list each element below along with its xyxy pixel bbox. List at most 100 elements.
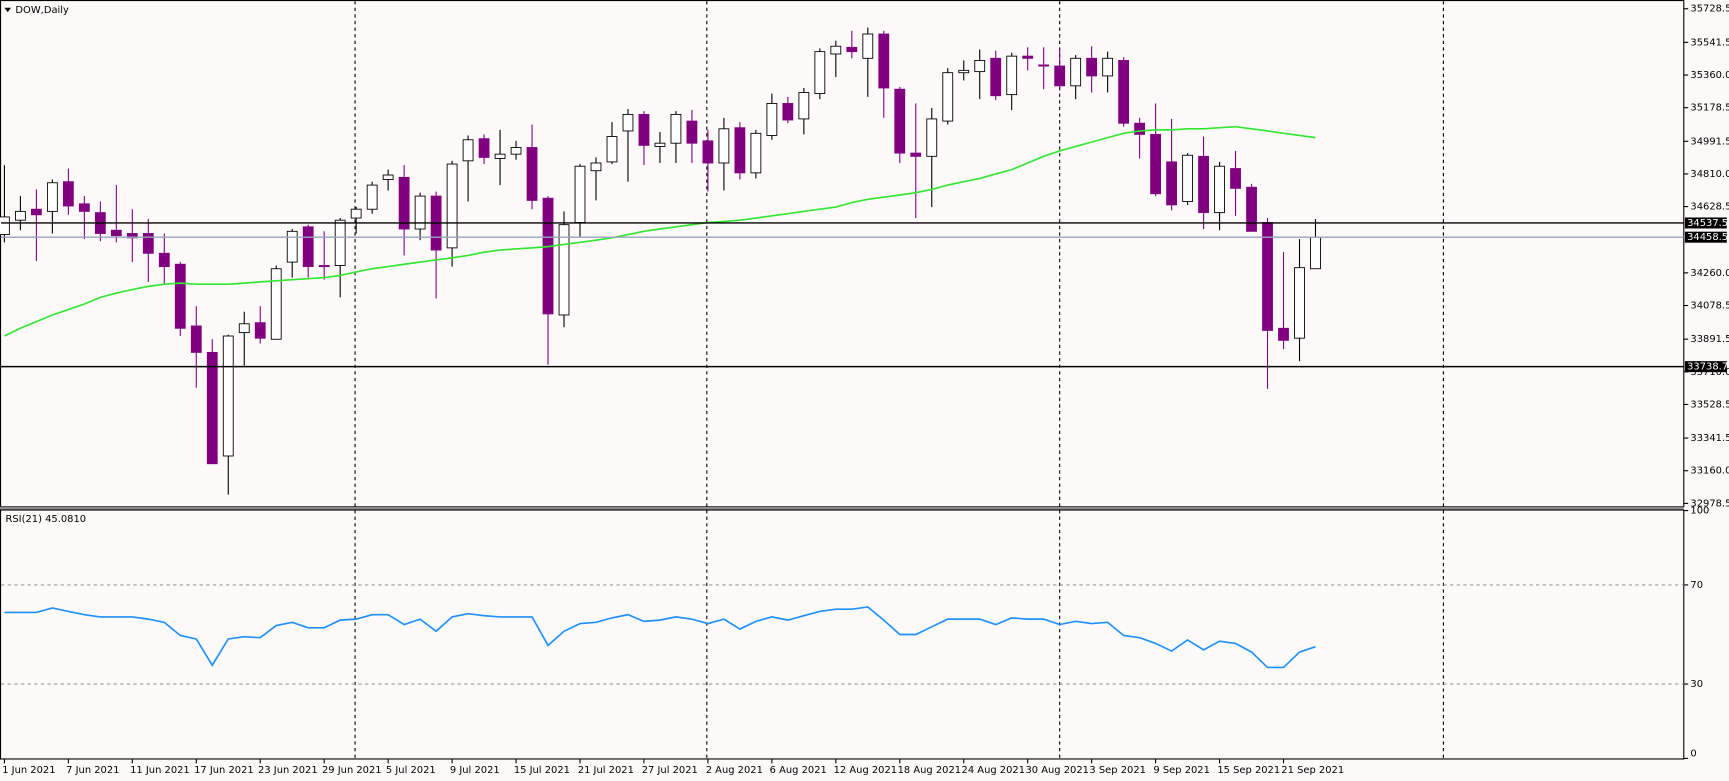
rsi-pane — [0, 509, 1685, 760]
menu-triangle[interactable] — [4, 7, 12, 13]
price-tag-label: 34458.5 — [1687, 232, 1728, 243]
candle-body — [718, 128, 730, 164]
candle-body — [174, 263, 186, 329]
price-tag-label: 34537.5 — [1687, 218, 1728, 229]
candle-body — [158, 252, 170, 268]
x-tick-label: 23 Jun 2021 — [258, 765, 318, 776]
candle-body — [1214, 165, 1225, 214]
candle-body — [1246, 186, 1257, 232]
x-tick-label: 7 Jun 2021 — [66, 765, 119, 776]
candle-body — [638, 113, 650, 146]
x-tick-label: 29 Jun 2021 — [322, 765, 382, 776]
candle-body — [526, 147, 538, 201]
candle-body — [542, 197, 554, 315]
candle-body — [46, 182, 58, 212]
candle-body — [590, 162, 602, 172]
candle-body — [1182, 154, 1193, 202]
candle-body — [446, 163, 458, 249]
y-tick-label: 34078.5 — [1690, 301, 1729, 312]
candle-body — [1310, 236, 1321, 270]
y-tick-label: 34810.0 — [1690, 169, 1729, 180]
candle-body — [366, 184, 378, 210]
candle-body — [1086, 57, 1098, 77]
x-tick-label: 27 Jul 2021 — [642, 765, 698, 776]
candle-body — [494, 153, 506, 159]
y-tick-label: 33528.5 — [1690, 399, 1729, 410]
candle-body — [958, 69, 970, 74]
moving-average — [4, 125, 1316, 337]
x-tick-label: 15 Sep 2021 — [1217, 765, 1280, 776]
x-tick-label: 21 Sep 2021 — [1281, 765, 1344, 776]
y-tick-label: 33710.0 — [1690, 367, 1729, 378]
candle-body — [1070, 57, 1082, 87]
candle-body — [798, 92, 810, 120]
candle-body — [750, 132, 762, 174]
candle-body — [398, 176, 410, 230]
candle-body — [878, 33, 890, 89]
candle-body — [318, 265, 330, 268]
candle-body — [1054, 65, 1066, 87]
candle-body — [1118, 60, 1130, 124]
candle-body — [734, 127, 746, 174]
candle-body — [670, 113, 682, 144]
x-tick-label: 12 Aug 2021 — [834, 765, 898, 776]
x-tick-label: 2 Aug 2021 — [706, 765, 763, 776]
candle-body — [1166, 161, 1177, 206]
candle-body — [78, 203, 90, 212]
candle-body — [206, 351, 218, 465]
candle-body — [110, 229, 122, 237]
x-tick-label: 11 Jun 2021 — [130, 765, 190, 776]
candle-body — [702, 140, 714, 164]
candle-body — [14, 210, 26, 221]
y-tick-label: 35728.5 — [1690, 4, 1729, 15]
candle-body — [62, 181, 74, 207]
candle-body — [254, 322, 266, 339]
candle-body — [622, 113, 634, 132]
candle-body — [1262, 222, 1273, 331]
x-tick-label: 5 Jul 2021 — [386, 765, 436, 776]
candle-body — [270, 268, 282, 340]
candle-body — [510, 147, 522, 155]
y-tick-label: 33341.5 — [1690, 433, 1729, 444]
x-tick-label: 21 Jul 2021 — [578, 765, 634, 776]
x-tick-label: 17 Jun 2021 — [194, 765, 254, 776]
candle-body — [830, 45, 842, 55]
candle-body — [1006, 55, 1018, 96]
candle-body — [1038, 64, 1050, 67]
candle-body — [0, 216, 10, 236]
y-tick-label: 34991.5 — [1690, 136, 1729, 147]
candle-body — [782, 103, 794, 121]
candle-body — [1198, 155, 1209, 214]
candle-body — [462, 139, 474, 162]
y-tick-label: 35541.5 — [1690, 37, 1729, 48]
y-tick-label: 35178.5 — [1690, 103, 1729, 114]
price-tag — [1684, 361, 1727, 373]
candle-body — [302, 226, 314, 268]
y-tick-label: 33891.5 — [1690, 334, 1729, 345]
candle-body — [478, 138, 490, 158]
candle-body — [142, 233, 154, 254]
candle-body — [846, 46, 858, 53]
y-tick-label: 0 — [1690, 748, 1696, 759]
y-tick-label: 32978.5 — [1690, 498, 1729, 509]
candle-body — [1102, 57, 1114, 77]
candle-body — [574, 165, 586, 223]
rsi-line — [4, 606, 1316, 669]
price-tag — [1684, 231, 1727, 243]
candle-body — [382, 174, 394, 180]
candle-body — [974, 60, 986, 73]
rsi-title: RSI(21) 45.0810 — [6, 514, 87, 525]
price-tag — [1684, 217, 1727, 229]
candle-body — [190, 325, 202, 353]
y-tick-label: 34260.0 — [1690, 268, 1729, 279]
candle-body — [1022, 55, 1034, 59]
candle-body — [910, 152, 922, 157]
candle-body — [1294, 267, 1305, 339]
y-tick-label: 35360.0 — [1690, 70, 1729, 81]
pane-separator — [0, 506, 1684, 511]
y-tick-label: 70 — [1690, 580, 1703, 591]
x-tick-label: 18 Aug 2021 — [898, 765, 962, 776]
candle-body — [862, 33, 874, 59]
